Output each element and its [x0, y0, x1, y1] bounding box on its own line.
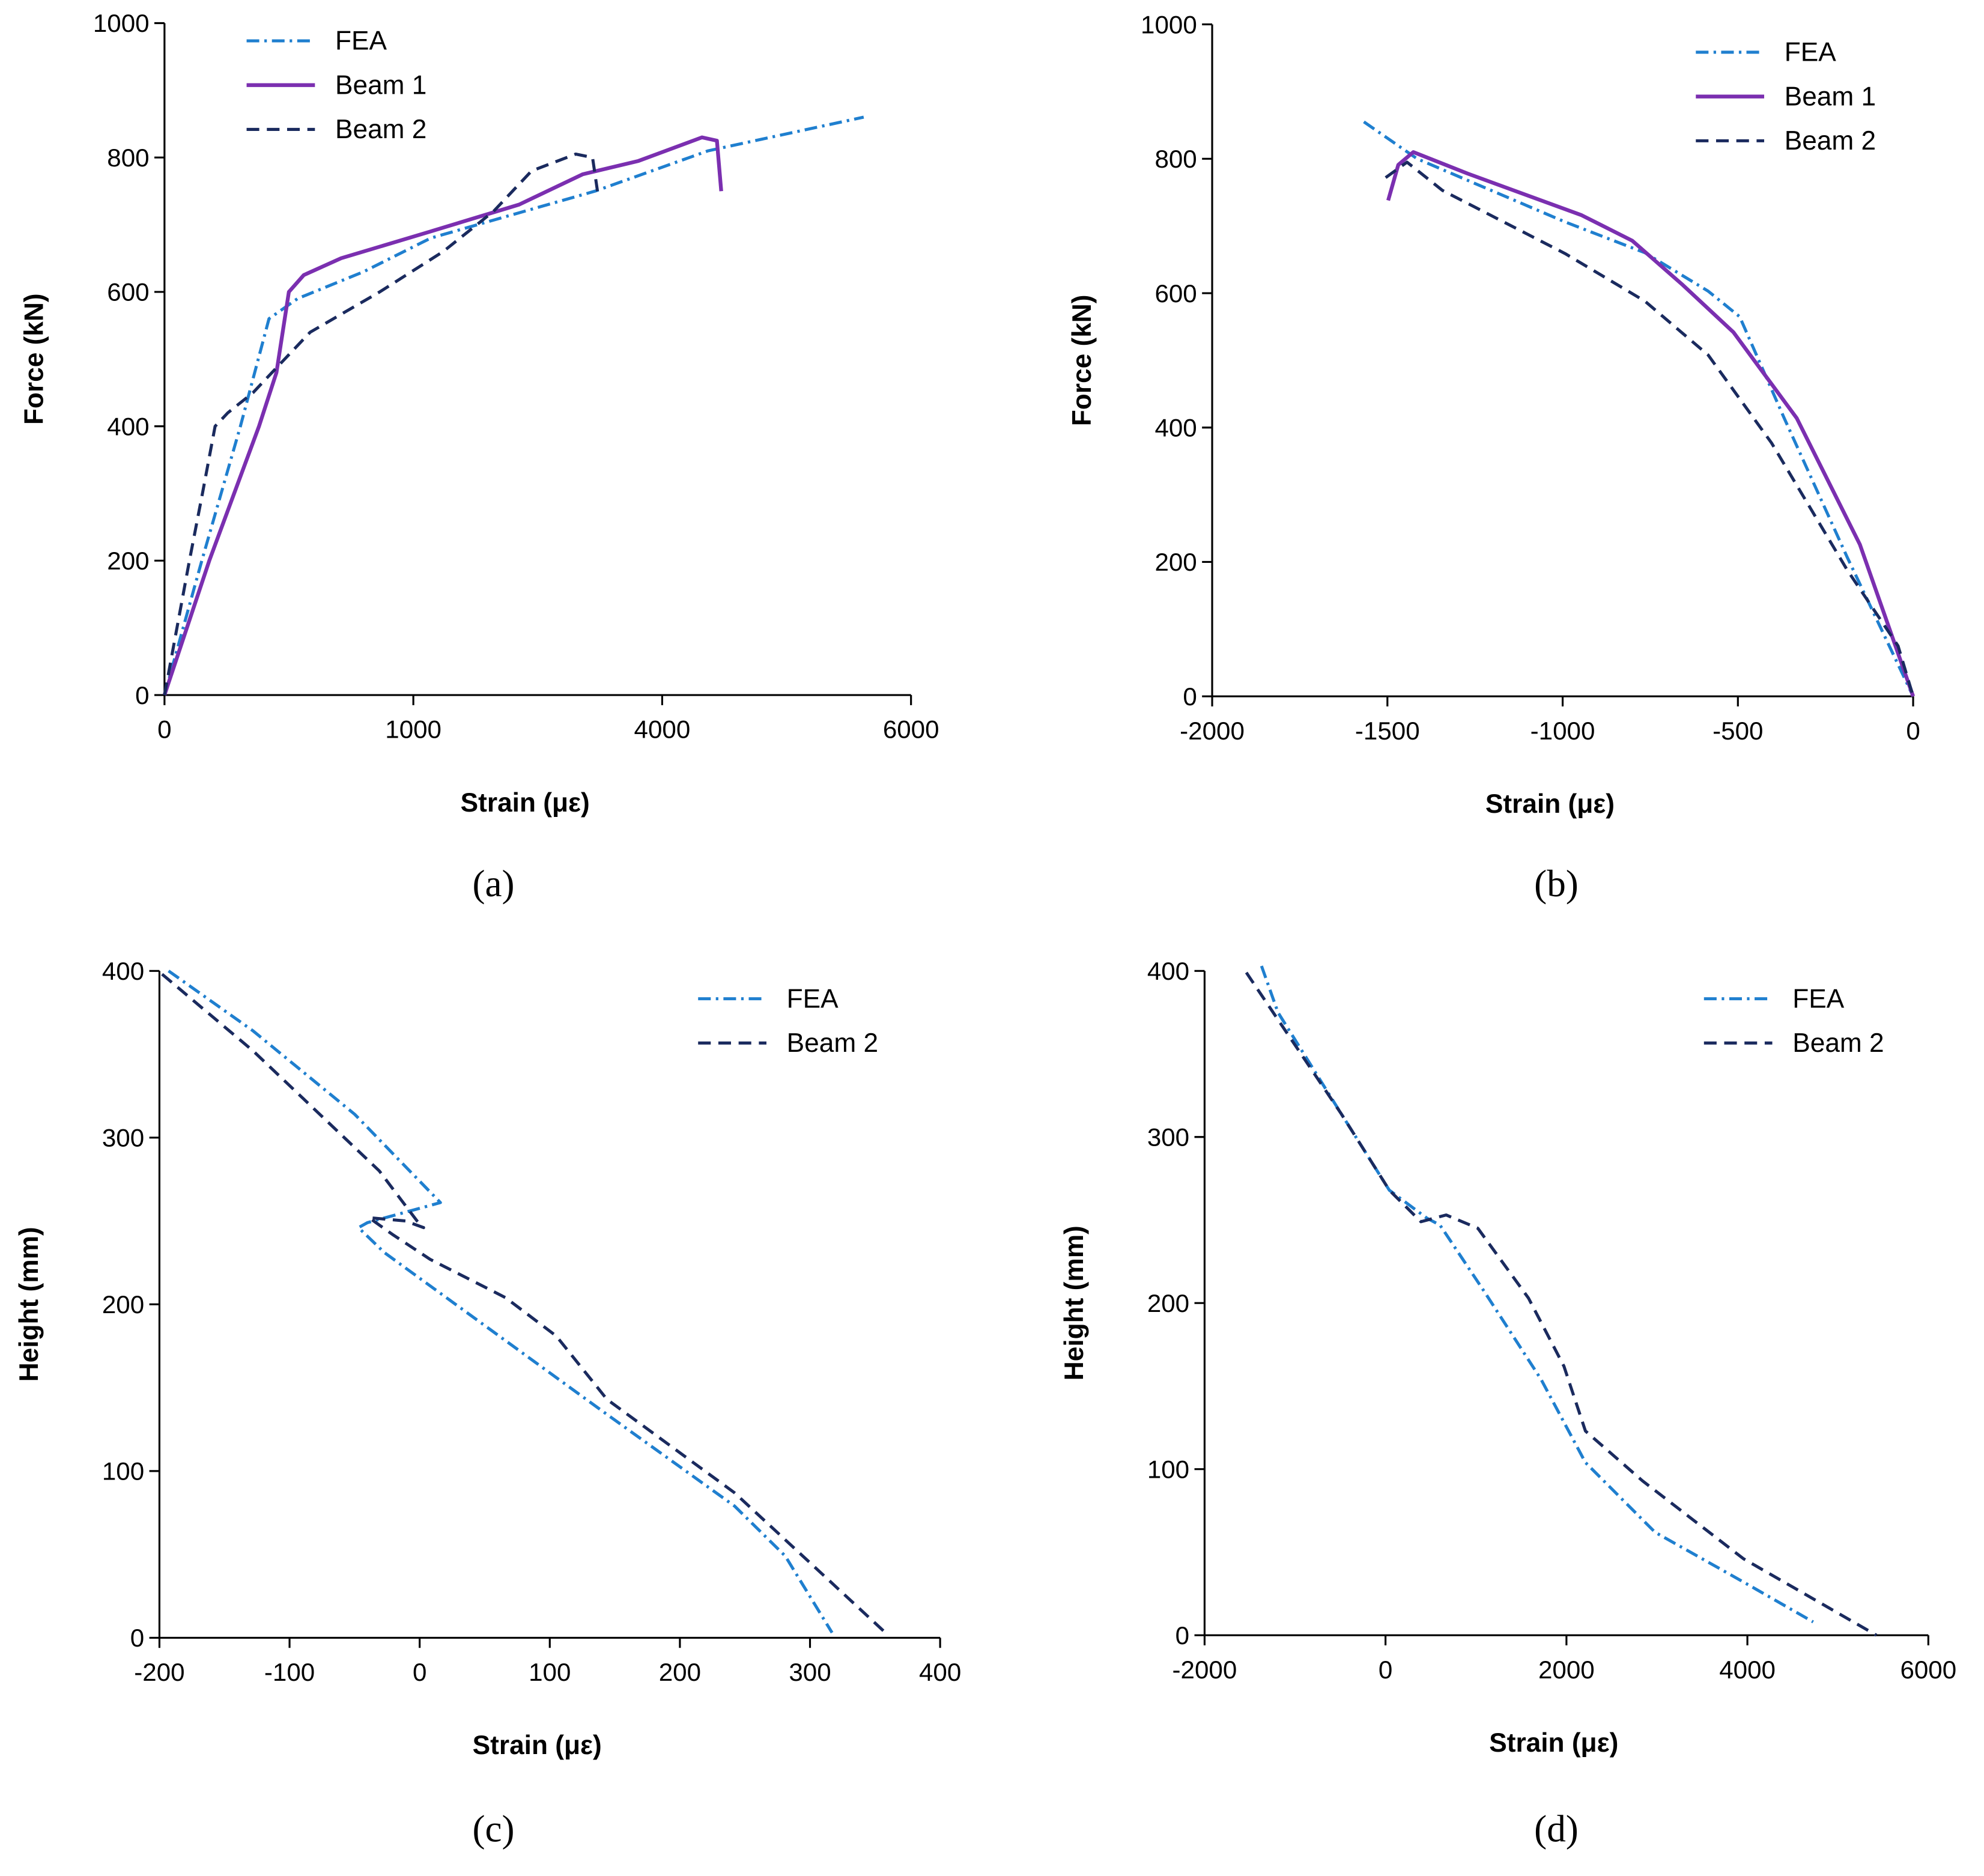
- x-tick-label: -100: [264, 1658, 315, 1686]
- y-tick-label: 600: [107, 278, 149, 306]
- series-line: [161, 973, 887, 1634]
- x-tick-label: 6000: [883, 715, 939, 744]
- x-tick-label: 0: [1906, 717, 1920, 745]
- y-tick-label: 200: [107, 547, 149, 575]
- x-axis-label: Strain (με): [1489, 1728, 1618, 1758]
- series-line: [162, 135, 723, 696]
- x-tick-label: 200: [659, 1658, 701, 1686]
- y-tick-label: 400: [102, 957, 144, 985]
- y-tick-label: 100: [1147, 1455, 1189, 1483]
- x-tick-label: 0: [157, 715, 171, 744]
- series-line: [1363, 120, 1915, 697]
- y-tick-label: 200: [1154, 548, 1197, 576]
- x-tick-label: -1500: [1355, 717, 1420, 745]
- y-tick-label: 300: [102, 1124, 144, 1152]
- series-line: [1245, 971, 1878, 1637]
- x-tick-label: 400: [919, 1658, 961, 1686]
- y-axis-label: Force (kN): [1067, 295, 1097, 427]
- y-tick-label: 100: [102, 1457, 144, 1486]
- x-tick-label: 6000: [1900, 1656, 1956, 1684]
- series-line: [1385, 160, 1915, 697]
- y-tick-label: 200: [1147, 1289, 1189, 1317]
- y-tick-label: 0: [1183, 682, 1197, 711]
- y-tick-label: 600: [1154, 279, 1197, 308]
- y-axis-label: Height (mm): [1060, 1225, 1089, 1380]
- panel-label: (a): [472, 863, 514, 905]
- y-tick-label: 300: [1147, 1123, 1189, 1151]
- y-tick-label: 800: [107, 144, 149, 172]
- x-tick-label: -500: [1712, 717, 1763, 745]
- legend-label: Beam 2: [787, 1028, 878, 1058]
- x-tick-label: 4000: [1719, 1656, 1776, 1684]
- x-axis-label: Strain (με): [473, 1731, 602, 1760]
- series-line: [168, 970, 834, 1634]
- x-tick-label: -200: [134, 1658, 184, 1686]
- legend-label: Beam 2: [1792, 1028, 1884, 1058]
- x-tick-label: 300: [789, 1658, 831, 1686]
- y-tick-label: 0: [135, 681, 149, 709]
- x-tick-label: -1000: [1530, 717, 1595, 745]
- y-tick-label: 0: [1176, 1621, 1189, 1650]
- x-tick-label: 0: [1379, 1656, 1392, 1684]
- legend-label: Beam 1: [1785, 82, 1876, 111]
- series-line: [1260, 965, 1814, 1624]
- x-axis-label: Strain (με): [1485, 789, 1615, 819]
- legend-label: FEA: [335, 26, 387, 56]
- y-tick-label: 400: [1154, 413, 1197, 442]
- panel-label: (d): [1534, 1808, 1579, 1850]
- series-line: [1386, 150, 1916, 697]
- x-axis-label: Strain (με): [461, 788, 590, 818]
- y-tick-label: 400: [1147, 957, 1189, 985]
- legend-label: Beam 1: [335, 70, 426, 100]
- x-tick-label: 0: [413, 1658, 426, 1686]
- x-tick-label: 1000: [385, 715, 441, 744]
- legend-label: FEA: [1785, 38, 1837, 67]
- legend-label: Beam 2: [1785, 126, 1876, 156]
- x-tick-label: -2000: [1180, 717, 1245, 745]
- series-line: [163, 152, 599, 696]
- y-tick-label: 200: [102, 1290, 144, 1319]
- y-tick-label: 400: [107, 412, 149, 440]
- x-tick-label: 100: [529, 1658, 571, 1686]
- legend-label: FEA: [1792, 984, 1845, 1013]
- y-axis-label: Force (kN): [20, 293, 49, 425]
- y-tick-label: 1000: [1141, 10, 1197, 38]
- legend-label: Beam 2: [335, 115, 426, 144]
- y-tick-label: 0: [130, 1624, 144, 1652]
- x-tick-label: -2000: [1173, 1656, 1237, 1684]
- panel-label: (b): [1534, 863, 1579, 905]
- legend-label: FEA: [787, 984, 839, 1013]
- panel-label: (c): [472, 1808, 514, 1850]
- y-axis-label: Height (mm): [14, 1227, 44, 1382]
- y-tick-label: 1000: [93, 9, 150, 37]
- y-tick-label: 800: [1154, 145, 1197, 173]
- series-line: [163, 115, 864, 696]
- x-tick-label: 2000: [1538, 1656, 1595, 1684]
- x-tick-label: 4000: [634, 715, 691, 744]
